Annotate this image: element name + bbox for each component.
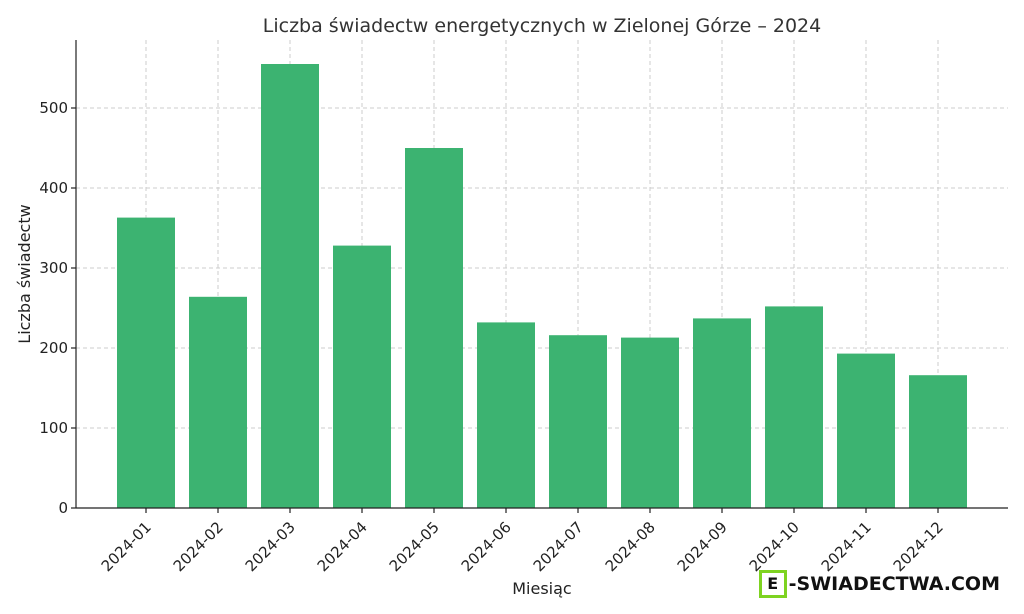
bar-2024-03 bbox=[261, 64, 319, 508]
y-axis-label: Liczba świadectw bbox=[15, 204, 34, 343]
x-tick-label: 2024-01 bbox=[98, 518, 155, 575]
bar-2024-01 bbox=[117, 217, 175, 508]
x-tick-label: 2024-06 bbox=[458, 518, 515, 575]
chart-title: Liczba świadectw energetycznych w Zielon… bbox=[263, 15, 821, 37]
x-tick-label: 2024-02 bbox=[170, 518, 227, 575]
x-tick-label: 2024-09 bbox=[674, 518, 731, 575]
x-tick-label: 2024-08 bbox=[602, 518, 659, 575]
x-tick-label: 2024-12 bbox=[890, 518, 947, 575]
logo-mark-icon: E bbox=[758, 570, 787, 598]
y-tick-label: 100 bbox=[39, 419, 68, 437]
brand-logo: E -SWIADECTWA.COM bbox=[758, 570, 1000, 598]
bar-2024-04 bbox=[333, 245, 391, 508]
y-tick-label: 0 bbox=[58, 499, 68, 517]
x-tick-label: 2024-04 bbox=[314, 518, 371, 575]
x-axis-label: Miesiąc bbox=[512, 579, 571, 598]
bar-2024-08 bbox=[621, 337, 679, 508]
y-tick-label: 500 bbox=[39, 99, 68, 117]
bar-2024-06 bbox=[477, 322, 535, 508]
bar-2024-02 bbox=[189, 296, 247, 508]
bar-2024-10 bbox=[765, 306, 823, 508]
bar-2024-11 bbox=[837, 353, 895, 508]
y-tick-label: 200 bbox=[39, 339, 68, 357]
x-tick-label: 2024-03 bbox=[242, 518, 299, 575]
logo-text: -SWIADECTWA.COM bbox=[788, 573, 1000, 595]
y-tick-label: 400 bbox=[39, 179, 68, 197]
bar-2024-07 bbox=[549, 335, 607, 508]
bar-2024-09 bbox=[693, 318, 751, 508]
y-tick-label: 300 bbox=[39, 259, 68, 277]
x-tick-label: 2024-10 bbox=[746, 518, 803, 575]
x-tick-label: 2024-05 bbox=[386, 518, 443, 575]
x-tick-label: 2024-07 bbox=[530, 518, 587, 575]
x-tick-label: 2024-11 bbox=[818, 518, 875, 575]
bars bbox=[117, 64, 967, 508]
bar-2024-12 bbox=[909, 375, 967, 508]
bar-2024-05 bbox=[405, 148, 463, 508]
